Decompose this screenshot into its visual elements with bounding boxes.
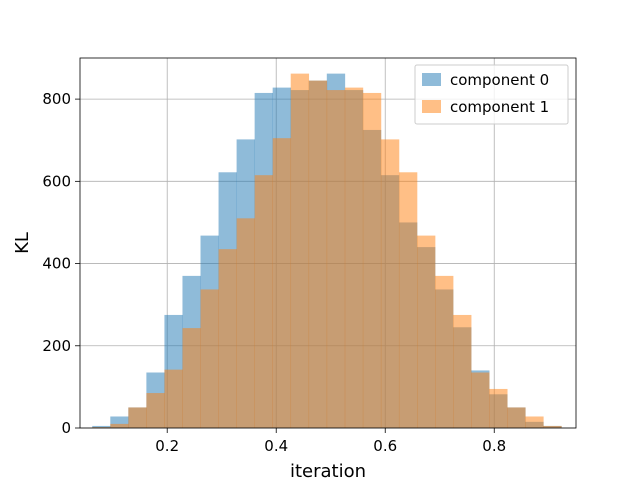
x-tick-label: 0.6: [373, 437, 397, 455]
legend-box: [414, 64, 569, 125]
histogram-bars: [92, 73, 562, 429]
histogram-bar: [182, 328, 201, 428]
y-tick-label: 800: [42, 90, 71, 108]
histogram-bar: [254, 175, 273, 428]
histogram-bar: [543, 425, 562, 428]
histogram-bar: [489, 388, 508, 428]
histogram-bar: [398, 172, 418, 428]
y-tick-label: 0: [61, 419, 71, 437]
x-tick-label: 0.4: [264, 437, 288, 455]
histogram-bar: [453, 314, 472, 428]
histogram-bar: [110, 416, 129, 428]
axis-ticks: 0.2 0.4 0.6 0.8 0 200 400 600 800: [42, 90, 506, 455]
plot-frame: [79, 57, 577, 429]
histogram-bar: [362, 92, 382, 428]
legend-label: component 1: [450, 98, 549, 116]
histogram-bar: [236, 218, 255, 428]
histogram-bar: [146, 393, 165, 428]
histogram-bar: [92, 425, 111, 428]
histogram-bar: [164, 369, 183, 428]
histogram-bar: [308, 80, 328, 428]
histogram-bar: [471, 372, 490, 428]
legend: component 0 component 1: [414, 64, 569, 125]
histogram-bar: [218, 249, 237, 428]
histogram-bar: [326, 90, 346, 429]
y-tick-label: 600: [42, 172, 71, 190]
y-tick-label: 400: [42, 255, 71, 273]
legend-label: component 0: [450, 71, 549, 89]
x-tick-label: 0.2: [155, 437, 179, 455]
histogram-bar: [507, 407, 526, 428]
histogram-bar: [272, 138, 292, 428]
histogram-bar: [417, 235, 436, 428]
histogram-bar: [290, 73, 310, 428]
y-axis-label: KL: [12, 232, 33, 254]
y-tick-label: 200: [42, 337, 71, 355]
histogram-bar: [110, 423, 129, 428]
histogram-bar: [380, 139, 400, 428]
x-tick-label: 0.8: [482, 437, 506, 455]
histogram-bar: [128, 407, 147, 428]
legend-swatch: [422, 100, 441, 113]
histogram-bar: [525, 416, 544, 428]
legend-swatch: [422, 73, 441, 86]
x-axis-label: iteration: [290, 461, 366, 480]
histogram-bar: [435, 275, 454, 428]
histogram-bar: [92, 427, 111, 428]
histogram-bar: [344, 87, 364, 428]
histogram-bar: [200, 289, 219, 428]
series-1-bars: [92, 73, 562, 429]
